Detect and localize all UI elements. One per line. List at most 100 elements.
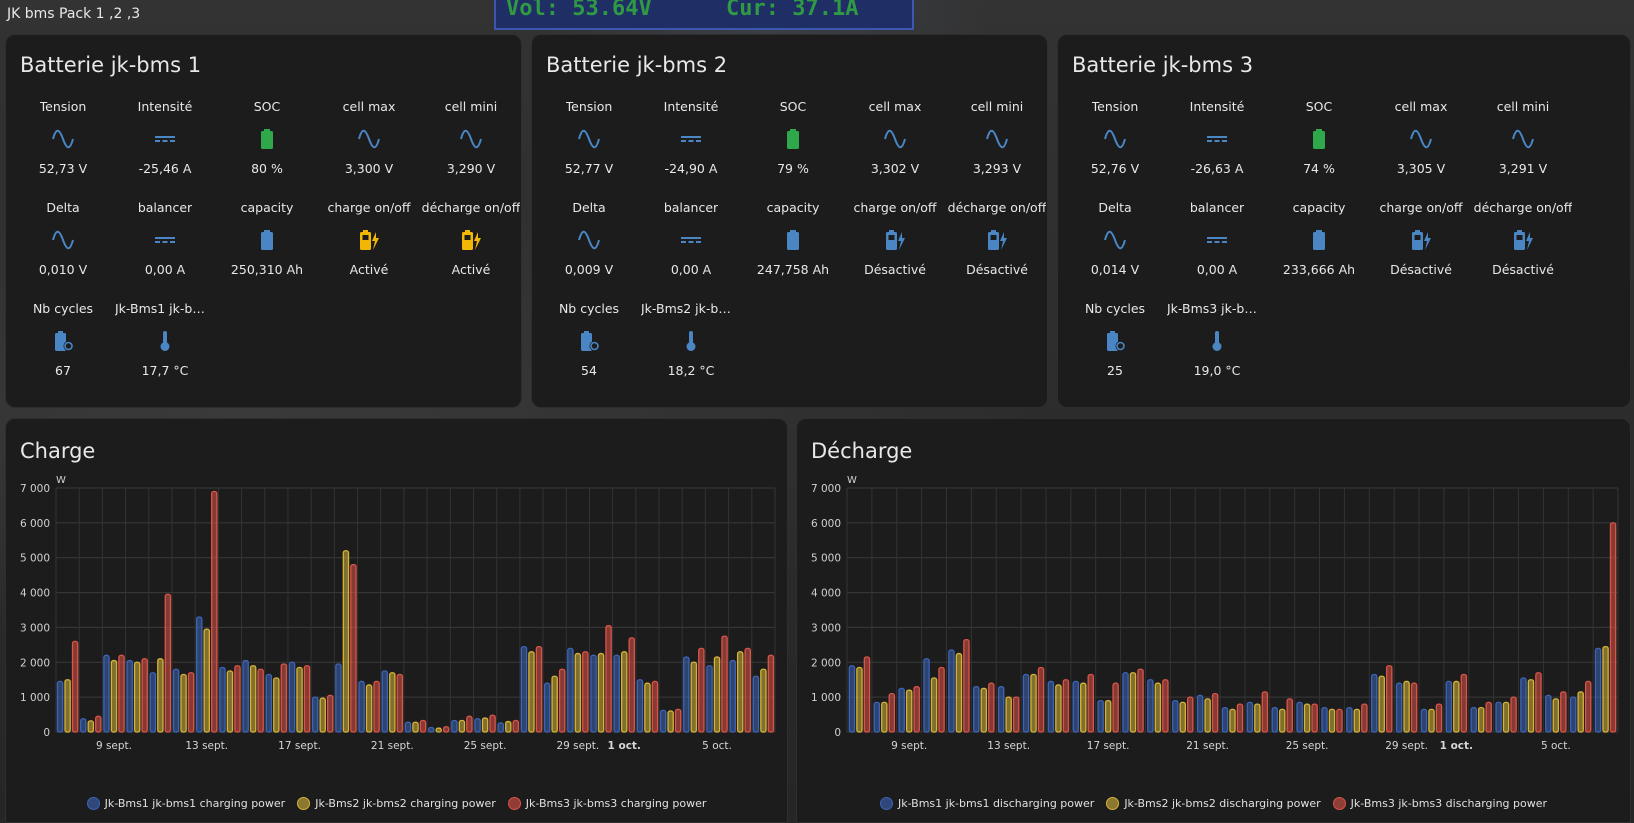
bar [729, 659, 736, 733]
entity-balancer[interactable]: balancer 0,00 A [114, 198, 216, 299]
legend-item[interactable]: Jk-Bms1 jk-bms1 discharging power [879, 797, 1094, 810]
entity-soc[interactable]: SOC 74 % [1268, 97, 1370, 198]
bar [226, 670, 234, 733]
entity-d-charge-on-off[interactable]: décharge on/off Activé [420, 198, 522, 299]
entity-balancer[interactable]: balancer 0,00 A [640, 198, 742, 299]
entity-tension[interactable]: Tension 52,73 V [12, 97, 114, 198]
entity-nb-cycles[interactable]: Nb cycles 25 [1064, 299, 1166, 400]
x-tick-label: 29 sept. [556, 740, 599, 752]
bar [613, 654, 620, 733]
y-tick-label: 1 000 [20, 692, 50, 704]
entity-capacity[interactable]: capacity 233,666 Ah [1268, 198, 1370, 299]
battery-sync-icon [1103, 319, 1127, 363]
battery-card-title: Batterie jk-bms 2 [546, 53, 728, 77]
bar [1204, 698, 1211, 733]
legend-item[interactable]: Jk-Bms3 jk-bms3 charging power [507, 797, 706, 810]
bar [512, 719, 520, 733]
entity-cell-max[interactable]: cell max 3,302 V [844, 97, 946, 198]
bar [698, 647, 705, 733]
legend-item[interactable]: Jk-Bms2 jk-bms2 charging power [297, 797, 496, 810]
y-tick-label: 6 000 [811, 518, 841, 530]
entity-cell-mini[interactable]: cell mini 3,291 V [1472, 97, 1574, 198]
entity-jk-bms2-jk-bms2-temperature[interactable]: Jk-Bms2 jk-bms2 temperature 18,2 °C [640, 299, 742, 400]
legend-item[interactable]: Jk-Bms1 jk-bms1 charging power [86, 797, 285, 810]
entity-nb-cycles[interactable]: Nb cycles 54 [538, 299, 640, 400]
entity-intensit[interactable]: Intensité -24,90 A [640, 97, 742, 198]
entity-cell-mini[interactable]: cell mini 3,290 V [420, 97, 522, 198]
entity-charge-on-off[interactable]: charge on/off Désactivé [844, 198, 946, 299]
entity-value: Désactivé [966, 262, 1028, 277]
entity-jk-bms3-jk-bms3-temperature[interactable]: Jk-Bms3 jk-bms3 temperature 19,0 °C [1166, 299, 1268, 400]
entity-label: SOC [1305, 99, 1333, 114]
entity-label: décharge on/off [1473, 200, 1573, 215]
bar [249, 665, 257, 733]
bar [1403, 680, 1410, 733]
bar [667, 710, 674, 733]
entity-label: Intensité [137, 99, 193, 114]
bar [528, 651, 535, 733]
legend-item[interactable]: Jk-Bms3 jk-bms3 discharging power [1332, 797, 1547, 810]
bar [713, 656, 721, 733]
bar [141, 658, 148, 733]
bar [1428, 708, 1435, 733]
entity-label: Delta [46, 200, 80, 215]
bar [326, 694, 334, 733]
entity-d-charge-on-off[interactable]: décharge on/off Désactivé [946, 198, 1048, 299]
entity-label: cell max [1394, 99, 1448, 114]
bar [923, 658, 930, 733]
bar [1584, 680, 1592, 733]
entity-balancer[interactable]: balancer 0,00 A [1166, 198, 1268, 299]
entity-label: décharge on/off [947, 200, 1047, 215]
bar [187, 672, 195, 733]
entity-intensit[interactable]: Intensité -25,46 A [114, 97, 216, 198]
entity-tension[interactable]: Tension 52,77 V [538, 97, 640, 198]
bar [767, 654, 775, 733]
entity-label: SOC [779, 99, 807, 114]
entity-cell-mini[interactable]: cell mini 3,293 V [946, 97, 1048, 198]
bar [389, 672, 396, 733]
bar [628, 637, 635, 733]
entity-soc[interactable]: SOC 79 % [742, 97, 844, 198]
bar [980, 687, 988, 733]
battery-icon [781, 218, 805, 262]
bar [1211, 693, 1219, 733]
battery-charging-icon [883, 218, 907, 262]
entity-capacity[interactable]: capacity 250,310 Ah [216, 198, 318, 299]
entity-soc[interactable]: SOC 80 % [216, 97, 318, 198]
x-tick-label: 5 oct. [1541, 740, 1571, 752]
bar [1545, 694, 1552, 733]
bar [396, 673, 404, 733]
bar [736, 651, 744, 733]
bar [95, 715, 102, 733]
bar [118, 654, 125, 733]
background-vol-text: Vol: 53.64V [506, 0, 652, 21]
entity-cell-max[interactable]: cell max 3,305 V [1370, 97, 1472, 198]
entity-label: décharge on/off [421, 200, 521, 215]
entity-delta[interactable]: Delta 0,014 V [1064, 198, 1166, 299]
bar [273, 677, 280, 733]
bar [1527, 679, 1535, 733]
entity-intensit[interactable]: Intensité -26,63 A [1166, 97, 1268, 198]
bar [856, 666, 863, 733]
entity-value: 247,758 Ah [756, 262, 830, 277]
bar [211, 490, 218, 733]
entity-charge-on-off[interactable]: charge on/off Désactivé [1370, 198, 1472, 299]
entity-label: Jk-Bms1 jk-bms1 temperature [115, 301, 215, 316]
entity-cell-max[interactable]: cell max 3,300 V [318, 97, 420, 198]
entity-tension[interactable]: Tension 52,76 V [1064, 97, 1166, 198]
entity-delta[interactable]: Delta 0,010 V [12, 198, 114, 299]
x-tick-label: 9 sept. [891, 740, 927, 752]
legend-item[interactable]: Jk-Bms2 jk-bms2 discharging power [1106, 797, 1321, 810]
entity-jk-bms1-jk-bms1-temperature[interactable]: Jk-Bms1 jk-bms1 temperature 17,7 °C [114, 299, 216, 400]
decharge-chart[interactable]: 0 1 000 2 000 3 000 4 000 5 000 6 000 7 000 W 9 s… [797, 469, 1630, 799]
entity-charge-on-off[interactable]: charge on/off Activé [318, 198, 420, 299]
entity-d-charge-on-off[interactable]: décharge on/off Désactivé [1472, 198, 1574, 299]
charge-chart[interactable]: 0 1 000 2 000 3 000 4 000 5 000 6 000 7 000 W 9 s… [6, 469, 787, 799]
entity-capacity[interactable]: capacity 247,758 Ah [742, 198, 844, 299]
bar [164, 593, 172, 733]
entity-nb-cycles[interactable]: Nb cycles 67 [12, 299, 114, 400]
entity-delta[interactable]: Delta 0,009 V [538, 198, 640, 299]
dc-current-icon [153, 218, 177, 262]
x-tick-label: 9 sept. [96, 740, 132, 752]
entity-label: Jk-Bms2 jk-bms2 temperature [641, 301, 741, 316]
